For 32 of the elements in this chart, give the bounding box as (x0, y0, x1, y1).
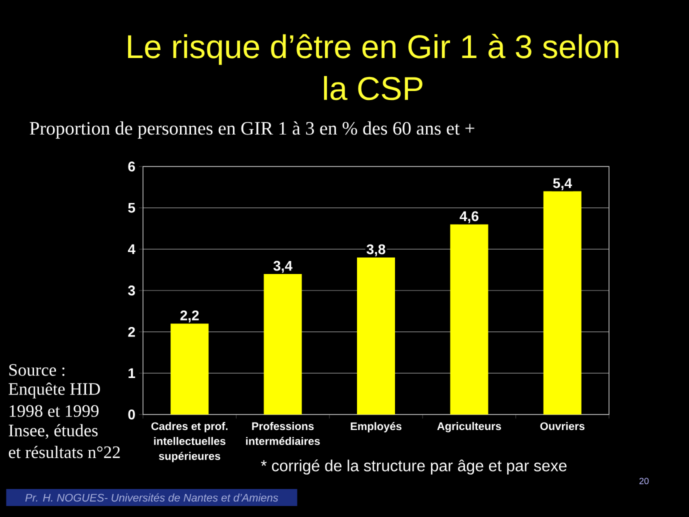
text: * corrigé de la structure par âge et par sexe (260, 459, 567, 475)
text: Insee, études (8, 424, 98, 439)
chart-title: Le risque d’être en Gir 1 à 3 selon la CSP (128, 34, 618, 100)
text: 20 (639, 478, 649, 484)
y-tick-label: 3 (128, 286, 135, 296)
data-label: 3,4 (273, 260, 292, 273)
bar (264, 274, 302, 414)
data-label: 5,4 (553, 178, 572, 190)
y-tick-label: 4 (128, 244, 136, 254)
text: 1998 et 1999 (10, 405, 99, 417)
x-tick-label: Employés (350, 422, 402, 432)
source-note: Source : (9, 364, 64, 376)
bar (543, 191, 582, 414)
x-tick-label: Cadres et prof. intellectuelles supérieures (151, 422, 228, 462)
text: et résultats n°22 (8, 446, 120, 458)
y-tick-label: 5 (128, 202, 136, 213)
y-tick-label: 0 (128, 410, 135, 420)
bar (357, 257, 395, 414)
bar (450, 224, 488, 414)
data-label: 3,8 (366, 244, 386, 256)
data-label: 2,2 (180, 310, 199, 322)
x-tick-label: Agriculteurs (437, 422, 502, 432)
y-tick-label: 6 (128, 162, 135, 172)
chart-subtitle: Proportion de personnes en GIR 1 à 3 en % des 60 ans et + (30, 121, 474, 139)
text: Pr. H. NOGUES- Universités de Nantes et d’Amiens (25, 493, 278, 502)
bar (170, 324, 209, 414)
x-tick-label: Professions intermédiaires (246, 422, 320, 446)
data-label: 4,6 (460, 211, 478, 224)
y-tick-label: 1 (128, 368, 136, 378)
x-tick-label: Ouvriers (540, 422, 584, 430)
text: Enquête HID (8, 382, 100, 398)
y-tick-label: 2 (128, 326, 135, 337)
